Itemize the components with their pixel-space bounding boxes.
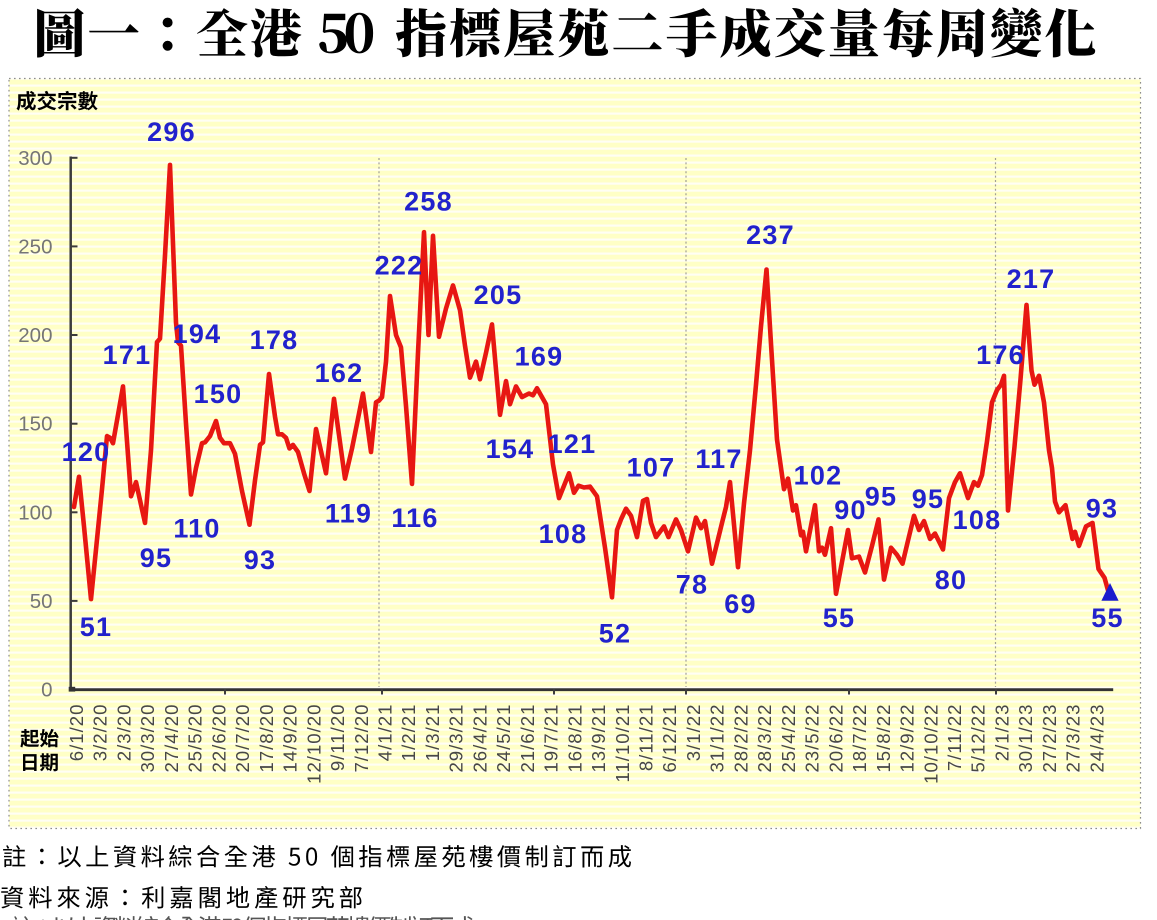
svg-text:121: 121 xyxy=(548,429,597,459)
svg-text:50: 50 xyxy=(30,590,53,613)
svg-text:11/10/21: 11/10/21 xyxy=(612,704,633,783)
svg-text:55: 55 xyxy=(823,603,855,633)
svg-text:154: 154 xyxy=(486,434,535,464)
svg-text:25/5/20: 25/5/20 xyxy=(185,704,206,773)
svg-text:25/4/22: 25/4/22 xyxy=(778,704,799,773)
svg-text:6/12/21: 6/12/21 xyxy=(659,704,680,773)
svg-text:27/4/20: 27/4/20 xyxy=(161,704,182,773)
svg-text:169: 169 xyxy=(515,342,564,372)
svg-text:52: 52 xyxy=(599,619,631,649)
svg-text:95: 95 xyxy=(912,484,944,514)
svg-text:15/8/22: 15/8/22 xyxy=(873,704,894,773)
svg-text:27/3/23: 27/3/23 xyxy=(1063,704,1084,773)
svg-text:1/2/21: 1/2/21 xyxy=(398,704,419,762)
svg-text:95: 95 xyxy=(140,543,172,573)
svg-text:17/8/20: 17/8/20 xyxy=(256,704,277,773)
svg-text:12/10/20: 12/10/20 xyxy=(303,704,324,784)
svg-text:24/5/21: 24/5/21 xyxy=(493,704,514,773)
svg-text:9/11/20: 9/11/20 xyxy=(327,704,348,772)
svg-text:24/4/23: 24/4/23 xyxy=(1086,704,1107,773)
svg-text:258: 258 xyxy=(404,187,453,217)
svg-text:13/9/21: 13/9/21 xyxy=(588,704,609,773)
svg-text:12/9/22: 12/9/22 xyxy=(897,704,918,773)
svg-text:6/1/20: 6/1/20 xyxy=(66,704,87,762)
svg-text:171: 171 xyxy=(103,340,152,370)
svg-text:0: 0 xyxy=(41,679,52,702)
svg-text:200: 200 xyxy=(18,324,52,347)
svg-text:19/7/21: 19/7/21 xyxy=(541,704,562,773)
svg-text:69: 69 xyxy=(724,589,756,619)
svg-text:150: 150 xyxy=(18,413,52,436)
svg-text:28/2/22: 28/2/22 xyxy=(730,704,751,773)
svg-text:150: 150 xyxy=(194,379,243,409)
svg-text:30/3/20: 30/3/20 xyxy=(137,704,158,773)
svg-text:107: 107 xyxy=(627,453,676,483)
svg-text:95: 95 xyxy=(865,482,897,512)
svg-text:102: 102 xyxy=(794,461,843,491)
svg-text:296: 296 xyxy=(147,117,196,147)
svg-text:2/3/20: 2/3/20 xyxy=(114,704,135,762)
svg-text:16/8/21: 16/8/21 xyxy=(564,704,585,773)
svg-text:3/2/20: 3/2/20 xyxy=(90,704,111,762)
svg-text:22/6/20: 22/6/20 xyxy=(208,704,229,773)
svg-text:27/2/23: 27/2/23 xyxy=(1039,704,1060,773)
svg-text:217: 217 xyxy=(1007,264,1056,294)
svg-text:108: 108 xyxy=(539,519,588,549)
svg-text:4/1/21: 4/1/21 xyxy=(375,704,396,762)
svg-text:194: 194 xyxy=(173,319,222,349)
svg-text:23/5/22: 23/5/22 xyxy=(802,704,823,773)
svg-text:20/7/20: 20/7/20 xyxy=(232,704,253,773)
svg-text:20/6/22: 20/6/22 xyxy=(825,704,846,773)
svg-text:31/1/22: 31/1/22 xyxy=(707,704,728,773)
svg-text:51: 51 xyxy=(80,612,112,642)
svg-text:3/1/22: 3/1/22 xyxy=(683,704,704,762)
svg-text:117: 117 xyxy=(695,444,742,474)
svg-text:110: 110 xyxy=(173,514,220,544)
svg-text:10/10/22: 10/10/22 xyxy=(920,704,941,784)
svg-text:119: 119 xyxy=(325,499,372,529)
svg-text:1/3/21: 1/3/21 xyxy=(422,704,443,762)
svg-text:8/11/21: 8/11/21 xyxy=(636,704,657,772)
svg-text:80: 80 xyxy=(935,565,967,595)
svg-text:26/4/21: 26/4/21 xyxy=(469,704,490,773)
svg-text:7/11/22: 7/11/22 xyxy=(944,704,965,772)
svg-text:116: 116 xyxy=(391,503,438,533)
svg-text:162: 162 xyxy=(315,358,364,388)
svg-text:120: 120 xyxy=(62,437,111,467)
svg-text:100: 100 xyxy=(18,501,52,524)
svg-text:30/1/23: 30/1/23 xyxy=(1015,704,1036,773)
svg-text:237: 237 xyxy=(746,220,795,250)
svg-text:176: 176 xyxy=(976,340,1025,370)
svg-text:300: 300 xyxy=(18,147,52,170)
svg-text:5/12/22: 5/12/22 xyxy=(968,704,989,773)
svg-text:108: 108 xyxy=(953,505,1002,535)
svg-text:250: 250 xyxy=(18,235,52,258)
svg-text:21/6/21: 21/6/21 xyxy=(517,704,538,773)
svg-text:78: 78 xyxy=(676,570,708,600)
svg-text:205: 205 xyxy=(474,280,523,310)
svg-text:2/1/23: 2/1/23 xyxy=(992,704,1013,762)
svg-text:28/3/22: 28/3/22 xyxy=(754,704,775,773)
svg-text:7/12/20: 7/12/20 xyxy=(351,704,372,773)
svg-text:222: 222 xyxy=(375,251,424,281)
svg-text:93: 93 xyxy=(1086,494,1118,524)
svg-text:90: 90 xyxy=(834,495,866,525)
svg-text:14/9/20: 14/9/20 xyxy=(280,704,301,773)
svg-text:93: 93 xyxy=(244,545,276,575)
svg-text:178: 178 xyxy=(250,325,299,355)
svg-text:55: 55 xyxy=(1091,603,1123,633)
svg-text:29/3/21: 29/3/21 xyxy=(446,704,467,773)
svg-text:18/7/22: 18/7/22 xyxy=(849,704,870,773)
